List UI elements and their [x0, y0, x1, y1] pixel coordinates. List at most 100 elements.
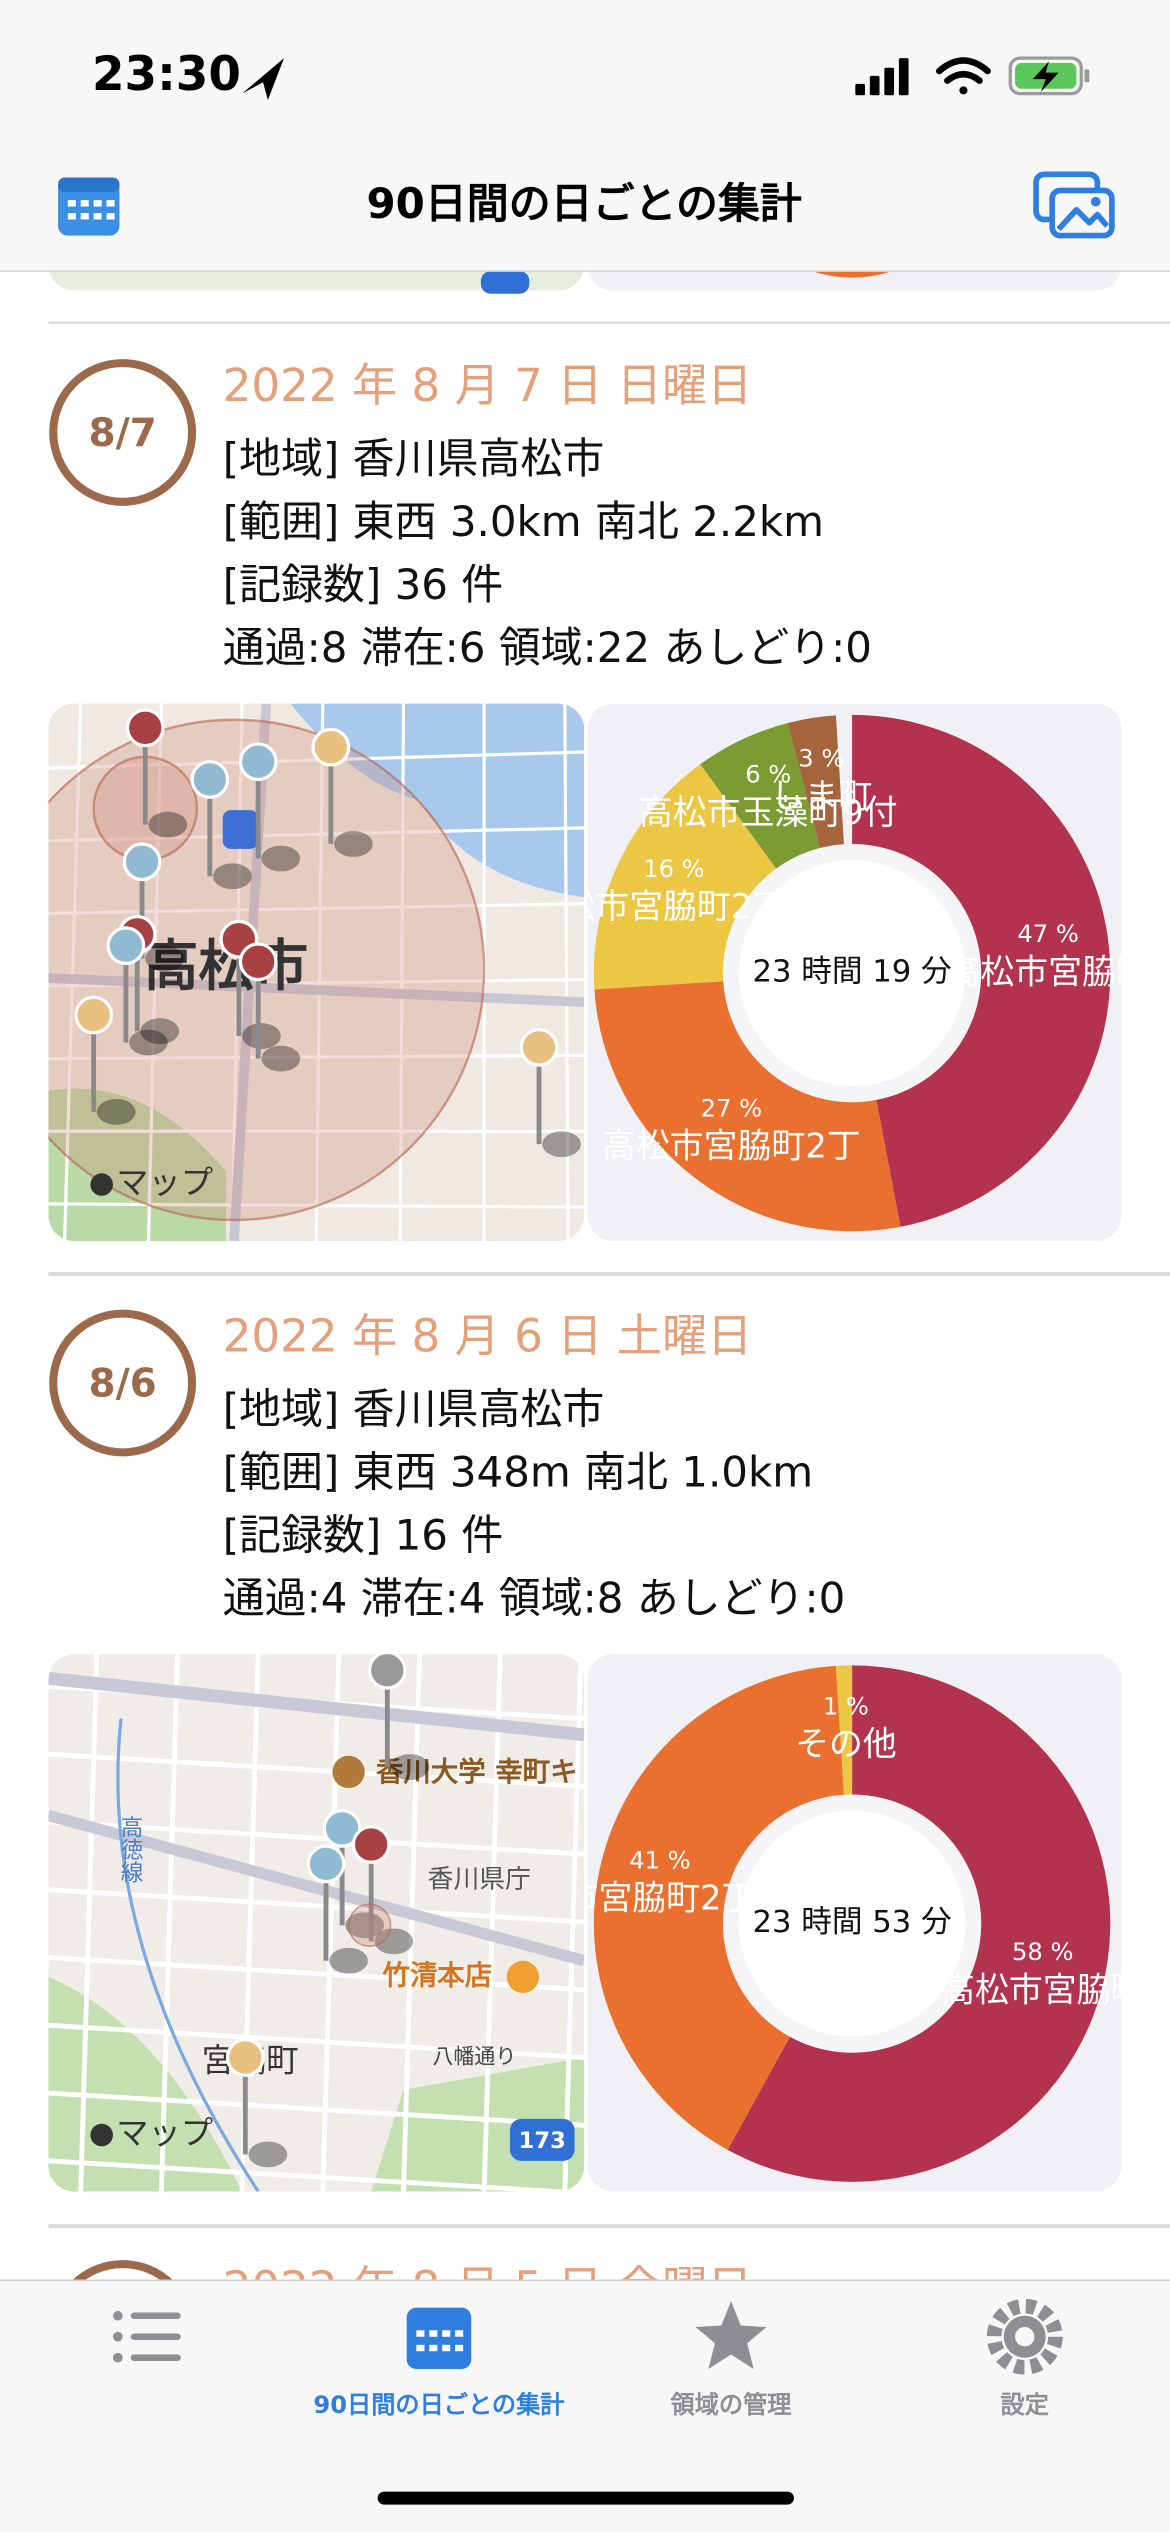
- apple-logo: [90, 2123, 113, 2147]
- map-pin: [106, 926, 146, 966]
- chart-card: [588, 271, 1121, 291]
- entry[interactable]: 8/6 2022 年 8 月 6 日 土曜日 [地域] 香川県高松市 [範囲] 東西 …: [48, 1272, 1170, 2227]
- map-pin: [122, 842, 162, 882]
- chart-card: 58 % 高松市宮脇町 41 % 市宮脇町2丁 1 % その他 23 時間 53 分: [564, 1654, 1122, 2192]
- street: [48, 750, 585, 770]
- donut-segment: [593, 1665, 844, 2150]
- tab-label: 設定: [1001, 2391, 1049, 2419]
- street: [48, 2022, 585, 2060]
- tab-regions[interactable]: 領域の管理: [670, 2301, 792, 2419]
- segment-percent: 6 %: [745, 761, 791, 789]
- nav-background: [0, 0, 1170, 272]
- pin-shadow: [334, 831, 373, 857]
- map-pin: [322, 1809, 362, 1848]
- donut-remnant: [812, 271, 892, 278]
- map-label: 高徳線: [117, 1815, 143, 1883]
- segment-name: しま町: [770, 777, 872, 816]
- map-pin: [74, 995, 113, 1035]
- map-label: 173: [519, 2128, 566, 2154]
- route-shield: [509, 2118, 575, 2161]
- main-road: [48, 1671, 585, 1742]
- street: [314, 703, 325, 1241]
- donut-segment: [727, 1665, 1111, 2182]
- map-label: 香川県庁: [428, 1865, 531, 1895]
- segment-name: 高松市宮脇町: [946, 952, 1149, 991]
- street: [48, 2158, 585, 2192]
- entry[interactable]: 8/7 2022 年 8 月 7 日 日曜日 [地域] 香川県高松市 [範囲] 東西 …: [0, 359, 1170, 1277]
- street: [401, 1654, 423, 2192]
- entry-date: 2022 年 8 月 7 日 日曜日: [223, 359, 753, 412]
- route-shield: [480, 271, 530, 294]
- segment-percent: 41 %: [629, 1846, 690, 1874]
- badge-text: 8/7: [89, 411, 157, 456]
- map-pin: [238, 942, 278, 982]
- map-pin: [306, 1844, 346, 1884]
- segment-name: 市宮脇町2丁: [564, 1879, 755, 1918]
- area-circle: [347, 1903, 392, 1948]
- pin-shadow: [242, 1023, 281, 1049]
- tab-label: 90日間の日ごとの集計: [313, 2391, 564, 2419]
- map-pin: [367, 1654, 407, 1690]
- donut-hole: [739, 860, 966, 1087]
- pin-shadow: [542, 1131, 581, 1158]
- photos-button[interactable]: [1033, 171, 1115, 239]
- segment-name: 高松市宮脇町2丁: [602, 1127, 861, 1166]
- donut-segment: [787, 715, 844, 849]
- segment-name: 高松市玉藻町9付: [639, 793, 898, 832]
- segment-percent: 1 %: [823, 1692, 869, 1720]
- map-pin: [190, 760, 230, 799]
- pin-shadow: [329, 1947, 368, 1974]
- pin-shadow: [148, 811, 188, 838]
- map-thumbnail: [49, 271, 584, 291]
- apple-logo: [90, 1173, 113, 1196]
- street: [562, 1654, 584, 2192]
- street: [48, 2090, 585, 2128]
- street: [320, 1654, 342, 2192]
- street: [48, 1053, 585, 1061]
- entry-count: [記録数] 36 件: [223, 560, 504, 609]
- badge-text: 8/6: [89, 1362, 157, 1407]
- tab-list[interactable]: [112, 2310, 181, 2363]
- pin-shadow: [145, 945, 184, 972]
- map-label: 八幡通り: [432, 2045, 516, 2069]
- segment-name: 松市宮脇町2丁: [562, 887, 787, 926]
- segment-percent: 27 %: [701, 1094, 762, 1122]
- donut-center-label: 23 時間 19 分: [752, 955, 951, 990]
- segment-percent: 16 %: [643, 855, 704, 883]
- pin-shadow: [345, 1912, 385, 1939]
- poi-icon: [332, 1755, 365, 1789]
- entry-stats: 通過:8 滞在:6 領域:22 あしどり:0: [223, 623, 872, 672]
- nav-title: 90日間の日ごとの集計: [366, 179, 801, 228]
- entry-region: [地域] 香川県高松市: [223, 1385, 605, 1434]
- pin-shadow: [374, 1928, 414, 1955]
- map-label: マップ: [116, 1164, 213, 1202]
- status-time: 23:30: [92, 48, 241, 102]
- pin-shadow: [261, 845, 301, 872]
- street: [481, 1654, 503, 2192]
- segment-percent: 47 %: [1017, 920, 1078, 948]
- tab-bar: [0, 2280, 1170, 2532]
- calendar-button[interactable]: [58, 177, 120, 236]
- signal-icon: [855, 58, 909, 96]
- donut-segment: [835, 1665, 853, 1795]
- entry-list: 8/7 2022 年 8 月 7 日 日曜日 [地域] 香川県高松市 [範囲] 東西 …: [0, 359, 1170, 2227]
- chart-card: 47 % 高松市宮脇町 27 % 高松市宮脇町2丁 16 % 松市宮脇町2丁 6 % 高松市玉…: [562, 703, 1149, 1241]
- date-badge: [49, 359, 197, 506]
- segment-name: その他: [795, 1725, 897, 1764]
- tab-settings[interactable]: 設定: [986, 2298, 1063, 2419]
- street: [62, 703, 83, 1241]
- water: [290, 703, 585, 898]
- street: [48, 1955, 585, 1993]
- pin-shadow: [140, 1018, 180, 1045]
- donut-segment: [594, 981, 901, 1232]
- street: [48, 902, 585, 916]
- tab-calendar[interactable]: 90日間の日ごとの集計: [313, 2307, 565, 2419]
- map-pin: [311, 727, 351, 767]
- street: [48, 1887, 585, 1925]
- map-pin: [125, 708, 165, 748]
- previous-entry: [49, 271, 1121, 294]
